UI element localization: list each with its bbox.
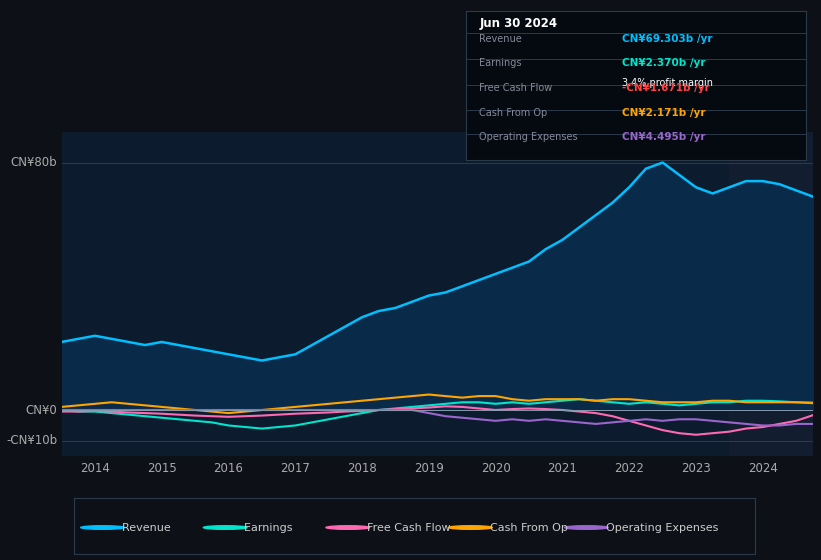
- Circle shape: [448, 526, 493, 529]
- Text: CN¥80b: CN¥80b: [11, 156, 57, 169]
- Text: -CN¥1.671b /yr: -CN¥1.671b /yr: [622, 83, 710, 93]
- Text: CN¥69.303b /yr: CN¥69.303b /yr: [622, 34, 713, 44]
- Text: Revenue: Revenue: [479, 34, 522, 44]
- Text: CN¥2.171b /yr: CN¥2.171b /yr: [622, 108, 706, 118]
- Text: Operating Expenses: Operating Expenses: [599, 522, 718, 533]
- Text: 3.4% profit margin: 3.4% profit margin: [622, 78, 713, 88]
- Text: Free Cash Flow: Free Cash Flow: [360, 522, 451, 533]
- Text: Cash From Op: Cash From Op: [483, 522, 567, 533]
- Text: CN¥2.370b /yr: CN¥2.370b /yr: [622, 58, 706, 68]
- Circle shape: [204, 526, 247, 529]
- Text: Earnings: Earnings: [237, 522, 293, 533]
- Text: Operating Expenses: Operating Expenses: [479, 132, 578, 142]
- Text: CN¥4.495b /yr: CN¥4.495b /yr: [622, 132, 706, 142]
- Text: Earnings: Earnings: [479, 58, 521, 68]
- Text: Free Cash Flow: Free Cash Flow: [479, 83, 553, 93]
- Circle shape: [80, 526, 124, 529]
- Text: Jun 30 2024: Jun 30 2024: [479, 17, 557, 30]
- Bar: [729, 132, 813, 456]
- Text: CN¥0: CN¥0: [25, 404, 57, 417]
- Text: Revenue: Revenue: [115, 522, 171, 533]
- Circle shape: [565, 526, 608, 529]
- Text: -CN¥10b: -CN¥10b: [7, 435, 57, 447]
- Text: Cash From Op: Cash From Op: [479, 108, 548, 118]
- Circle shape: [326, 526, 369, 529]
